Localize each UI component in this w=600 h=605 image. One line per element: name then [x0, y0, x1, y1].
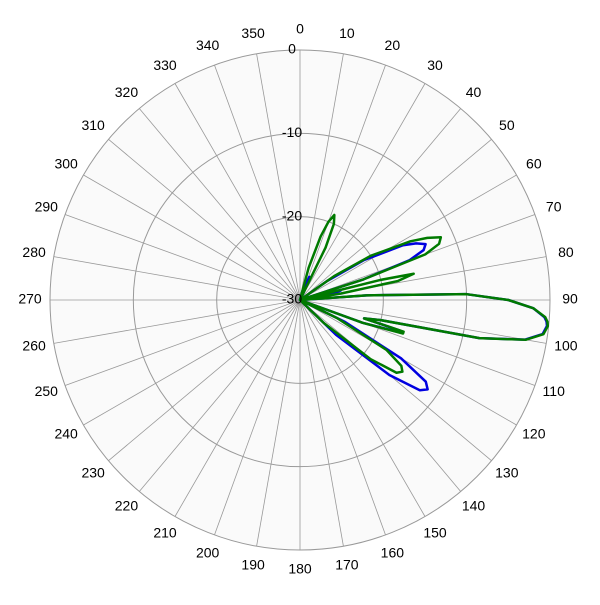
grid-spoke: [299, 299, 547, 344]
angle-tick-label: 320: [115, 84, 139, 100]
angle-tick-label: 280: [22, 244, 46, 260]
angle-tick-label: 240: [54, 426, 78, 442]
grid-spoke: [108, 299, 301, 462]
series-line: [298, 213, 550, 374]
angle-tick-label: 60: [526, 156, 542, 172]
radial-tick-label: -10: [282, 124, 302, 140]
grid-spoke: [299, 299, 492, 462]
angle-tick-label: 190: [241, 557, 265, 573]
angle-tick-label: 20: [385, 37, 401, 53]
radial-tick-label: 0: [288, 41, 296, 57]
grid-spoke: [108, 138, 301, 301]
grid-spoke: [256, 299, 301, 547]
radial-tick-label: -30: [282, 291, 302, 307]
angle-tick-label: 260: [22, 338, 46, 354]
grid-spoke: [299, 138, 492, 301]
radial-tick-label: -20: [282, 207, 302, 223]
grid-spoke: [299, 299, 462, 492]
grid-spoke: [299, 299, 344, 547]
grid-spoke: [174, 83, 301, 301]
grid-spoke: [64, 299, 301, 386]
angle-tick-label: 0: [296, 21, 304, 37]
angle-tick-label: 140: [462, 498, 486, 514]
angle-tick-label: 340: [196, 37, 220, 53]
grid-spoke: [299, 299, 426, 517]
grid-spoke: [214, 64, 301, 301]
grid-spoke: [299, 174, 517, 301]
angle-tick-label: 90: [562, 291, 578, 307]
grid-spoke: [299, 299, 517, 426]
angle-tick-label: 10: [339, 25, 355, 41]
grid-spoke: [256, 53, 301, 301]
angle-tick-label: 310: [81, 117, 105, 133]
angle-tick-label: 30: [427, 57, 443, 73]
grid-spoke: [64, 214, 301, 301]
angle-tick-label: 100: [554, 338, 578, 354]
grid-spoke: [174, 299, 301, 517]
angle-tick-label: 350: [241, 25, 265, 41]
grid-spoke: [299, 108, 462, 301]
grid-spoke: [138, 108, 301, 301]
grid-spoke: [214, 299, 301, 536]
grid-spoke: [299, 83, 426, 301]
angle-tick-label: 80: [558, 244, 574, 260]
angle-tick-label: 110: [543, 383, 566, 399]
angle-tick-label: 200: [196, 544, 220, 560]
angle-tick-label: 180: [288, 561, 312, 577]
angle-tick-label: 270: [18, 291, 42, 307]
angle-tick-label: 330: [153, 57, 177, 73]
grid-spoke: [83, 299, 301, 426]
angle-tick-label: 210: [153, 525, 177, 541]
angle-tick-label: 250: [35, 383, 59, 399]
grid-spoke: [299, 299, 386, 536]
grid-spoke: [53, 256, 301, 301]
angle-tick-label: 130: [495, 464, 519, 480]
angle-tick-label: 50: [499, 117, 515, 133]
grid-spoke: [138, 299, 301, 492]
angle-tick-label: 150: [423, 525, 447, 541]
angle-tick-label: 300: [54, 156, 78, 172]
angle-tick-label: 120: [522, 426, 546, 442]
angle-tick-label: 230: [81, 464, 105, 480]
grid-spoke: [83, 174, 301, 301]
angle-tick-label: 290: [35, 198, 59, 214]
grid-spoke: [299, 53, 344, 301]
angle-tick-label: 220: [115, 498, 139, 514]
angle-tick-label: 170: [335, 557, 359, 573]
angle-tick-label: 160: [381, 544, 405, 560]
grid-spoke: [53, 299, 301, 344]
angle-tick-label: 40: [466, 84, 482, 100]
angle-tick-label: 70: [546, 198, 562, 214]
grid-spoke: [299, 64, 386, 301]
